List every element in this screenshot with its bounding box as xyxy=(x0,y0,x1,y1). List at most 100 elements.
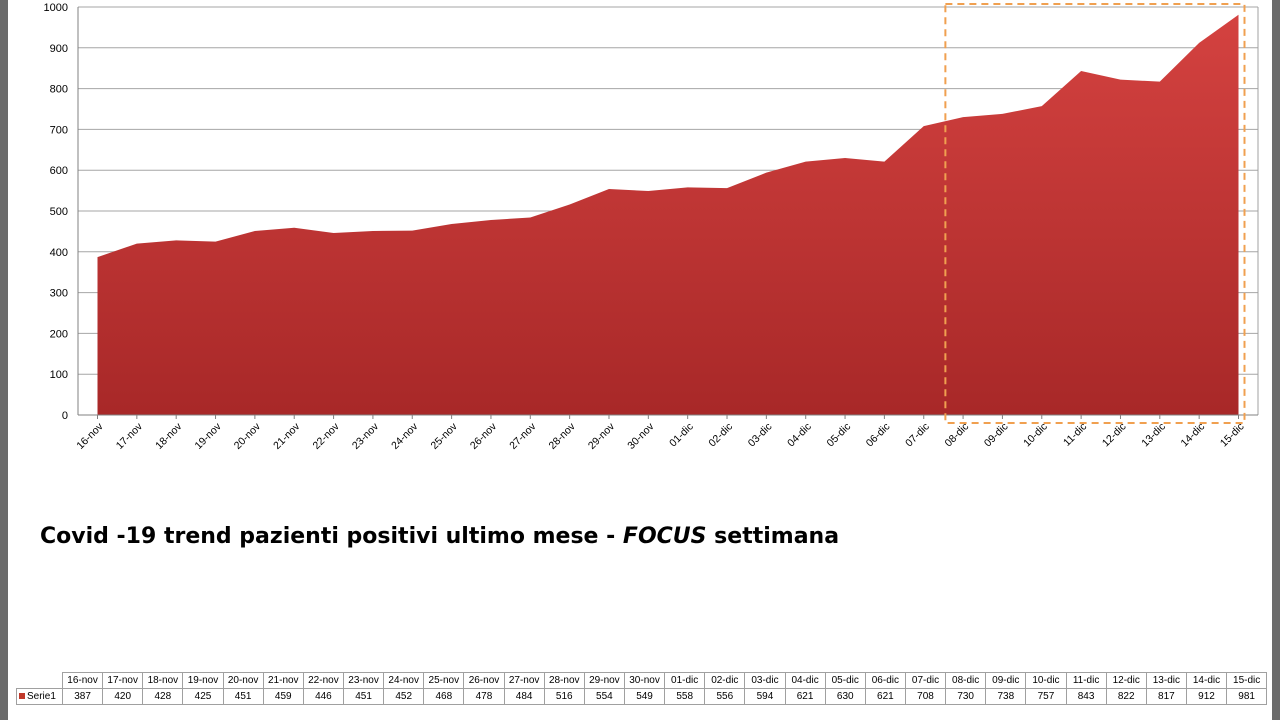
table-value-cell: 621 xyxy=(784,688,826,705)
table-value-cell: 459 xyxy=(262,688,304,705)
table-header-cell: 21-nov xyxy=(262,672,304,689)
y-tick-label: 1000 xyxy=(44,2,68,14)
x-tick-label: 20-nov xyxy=(232,420,264,452)
data-point xyxy=(607,187,610,190)
x-tick-label: 03-dic xyxy=(746,421,775,450)
table-header-cell: 12-dic xyxy=(1105,672,1147,689)
title-suffix: settimana xyxy=(706,524,840,549)
legend-swatch-icon xyxy=(19,693,25,700)
table-value-cell: 843 xyxy=(1065,688,1107,705)
table-value-cell: 556 xyxy=(704,688,746,705)
data-point xyxy=(529,216,532,219)
data-table: 16-nov 17-nov 18-nov 19-nov 20-nov 21-nov 22-n… xyxy=(16,672,1268,705)
table-value-cell: 981 xyxy=(1226,688,1268,705)
table-header-cell: 26-nov xyxy=(463,672,505,689)
table-header-cell: 24-nov xyxy=(383,672,425,689)
x-tick-label: 15-dic xyxy=(1218,421,1247,450)
x-tick-label: 12-dic xyxy=(1100,421,1129,450)
table-value-cell: 554 xyxy=(583,688,625,705)
table-value-cell: 630 xyxy=(824,688,866,705)
data-point xyxy=(844,156,847,159)
x-tick-label: 02-dic xyxy=(706,421,735,450)
table-value-cell: 451 xyxy=(342,688,385,705)
left-frame-bar xyxy=(0,0,8,720)
table-header-cell: 07-dic xyxy=(904,672,947,689)
x-tick-label: 07-dic xyxy=(903,421,932,450)
y-tick-label: 800 xyxy=(50,84,68,96)
data-point xyxy=(686,186,689,189)
table-value-cell: 757 xyxy=(1025,688,1067,705)
table-header-cell: 27-nov xyxy=(503,672,545,689)
x-tick-label: 01-dic xyxy=(667,421,696,450)
table-header-cell: 13-dic xyxy=(1145,672,1187,689)
table-header-cell: 06-dic xyxy=(864,672,906,689)
table-header-cell: 25-nov xyxy=(423,672,465,689)
data-point xyxy=(214,240,217,243)
table-value-cell: 912 xyxy=(1185,688,1228,705)
y-tick-label: 600 xyxy=(50,165,68,177)
table-value-cell: 594 xyxy=(744,688,786,705)
table-header-cell: 22-nov xyxy=(302,672,344,689)
x-tick-label: 28-nov xyxy=(547,420,579,452)
x-tick-label: 30-nov xyxy=(625,420,657,452)
table-header-cell: 30-nov xyxy=(623,672,666,689)
x-tick-label: 19-nov xyxy=(192,420,224,452)
x-tick-label: 22-nov xyxy=(311,420,343,452)
data-point xyxy=(765,171,768,174)
table-value-cell: 478 xyxy=(463,688,505,705)
table-series-label: Serie1 xyxy=(16,688,63,705)
table-value-cell: 452 xyxy=(383,688,425,705)
y-tick-label: 100 xyxy=(50,369,68,381)
data-point xyxy=(489,218,492,221)
table-value-cell: 387 xyxy=(61,688,104,705)
x-tick-label: 27-nov xyxy=(507,420,539,452)
table-value-cell: 621 xyxy=(864,688,906,705)
x-tick-label: 10-dic xyxy=(1021,421,1050,450)
data-point xyxy=(1001,112,1004,115)
table-header-cell: 17-nov xyxy=(102,672,144,689)
table-value-cell: 549 xyxy=(623,688,666,705)
table-header-cell: 28-nov xyxy=(543,672,585,689)
table-header-cell: 15-dic xyxy=(1226,672,1268,689)
data-point xyxy=(1080,70,1083,73)
table-header-cell: 16-nov xyxy=(61,672,104,689)
table-header-cell: 20-nov xyxy=(222,672,264,689)
x-tick-label: 16-nov xyxy=(74,420,106,452)
x-tick-label: 18-nov xyxy=(153,420,185,452)
table-header-cell: 02-dic xyxy=(704,672,746,689)
table-value-cell: 425 xyxy=(182,688,224,705)
data-point xyxy=(647,190,650,193)
x-tick-label: 29-nov xyxy=(586,420,618,452)
data-point xyxy=(450,223,453,226)
data-point xyxy=(804,160,807,163)
chart-title: Covid -19 trend pazienti positivi ultimo… xyxy=(40,524,839,549)
data-point xyxy=(1119,78,1122,81)
data-point xyxy=(135,242,138,245)
table-value-cell: 446 xyxy=(302,688,344,705)
x-tick-label: 24-nov xyxy=(389,420,421,452)
data-point xyxy=(568,203,571,206)
table-value-cell: 451 xyxy=(222,688,264,705)
series-area-serie1 xyxy=(97,14,1239,415)
x-tick-label: 25-nov xyxy=(429,420,461,452)
table-header-cell: 09-dic xyxy=(985,672,1027,689)
table-header-cell: 14-dic xyxy=(1185,672,1228,689)
table-header-cell: 01-dic xyxy=(664,672,706,689)
x-tick-label: 21-nov xyxy=(271,420,303,452)
data-point xyxy=(922,125,925,128)
table-header-cell: 10-dic xyxy=(1025,672,1067,689)
data-point xyxy=(175,239,178,242)
table-header-cell: 29-nov xyxy=(583,672,625,689)
data-point xyxy=(1198,41,1201,44)
table-value-cell: 468 xyxy=(423,688,465,705)
table-header-row: 16-nov 17-nov 18-nov 19-nov 20-nov 21-nov 22-n… xyxy=(16,672,1268,689)
x-tick-label: 06-dic xyxy=(864,421,893,450)
y-tick-label: 200 xyxy=(50,328,68,340)
table-value-cell: 822 xyxy=(1105,688,1147,705)
data-point xyxy=(883,160,886,163)
table-value-cell: 516 xyxy=(543,688,585,705)
table-header-cell: 04-dic xyxy=(784,672,826,689)
x-tick-label: 09-dic xyxy=(982,421,1011,450)
x-tick-label: 05-dic xyxy=(824,421,853,450)
table-value-cell: 817 xyxy=(1145,688,1187,705)
